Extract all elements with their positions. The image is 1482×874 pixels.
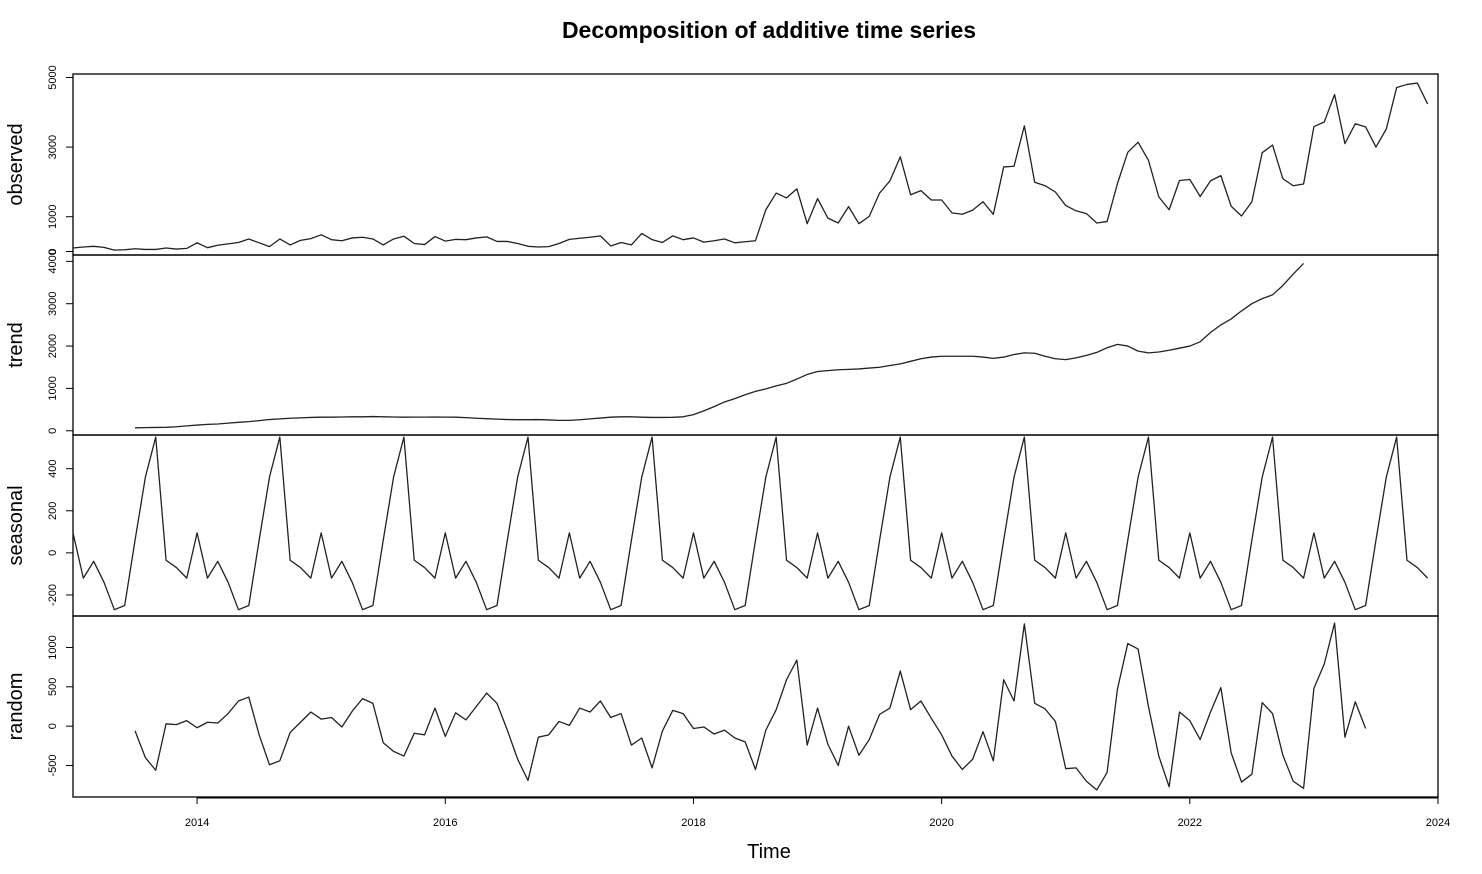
- series-line-observed: [72, 82, 1429, 251]
- panel-observed: 0 1000 3000 5000 observed: [5, 65, 1439, 256]
- ytick-label-seasonal-2: 200: [47, 502, 59, 520]
- chart-title: Decomposition of additive time series: [562, 17, 976, 43]
- xtick-label-2: 2018: [681, 817, 705, 829]
- ytick-label-observed-0: 0: [47, 248, 59, 254]
- panel-label-random: random: [5, 673, 27, 741]
- series-line-random: [134, 622, 1367, 791]
- ytick-label-random-2: 500: [47, 678, 59, 696]
- panel-seasonal: -200 0 200 400 seasonal: [5, 434, 1439, 617]
- ytick-label-random-0: -500: [47, 755, 59, 777]
- xtick-label-5: 2024: [1426, 817, 1450, 829]
- ytick-label-seasonal-1: 0: [47, 550, 59, 556]
- panel-random: -500 0 500 1000 random: [5, 615, 1439, 798]
- ytick-label-random-1: 0: [47, 723, 59, 729]
- panel-label-seasonal: seasonal: [5, 485, 27, 565]
- ytick-label-trend-4: 4000: [47, 249, 59, 273]
- panel-frame-seasonal: [72, 434, 1439, 617]
- ytick-label-random-3: 1000: [47, 635, 59, 659]
- panel-label-trend: trend: [5, 322, 27, 368]
- ytick-label-seasonal-3: 400: [47, 459, 59, 477]
- ytick-label-trend-0: 0: [47, 428, 59, 434]
- xtick-label-0: 2014: [185, 817, 209, 829]
- ytick-label-trend-1: 1000: [47, 376, 59, 400]
- panel-label-observed: observed: [5, 123, 27, 205]
- xtick-label-3: 2020: [929, 817, 953, 829]
- xtick-label-4: 2022: [1178, 817, 1202, 829]
- ytick-label-observed-2: 3000: [47, 135, 59, 159]
- panel-trend: 0 1000 2000 3000 4000 trend: [5, 249, 1439, 436]
- xtick-label-1: 2016: [433, 817, 457, 829]
- panel-frame-random: [72, 615, 1439, 798]
- ytick-label-observed-3: 5000: [47, 65, 59, 89]
- ytick-label-seasonal-0: -200: [47, 584, 59, 606]
- panel-frame-trend: [72, 254, 1439, 436]
- panel-frame-observed: [72, 73, 1439, 256]
- series-line-seasonal: [72, 436, 1429, 611]
- series-line-trend: [135, 263, 1305, 429]
- ytick-label-trend-2: 2000: [47, 334, 59, 358]
- x-axis-label: Time: [747, 841, 791, 863]
- ytick-label-trend-3: 3000: [47, 291, 59, 315]
- ytick-label-observed-1: 1000: [47, 204, 59, 228]
